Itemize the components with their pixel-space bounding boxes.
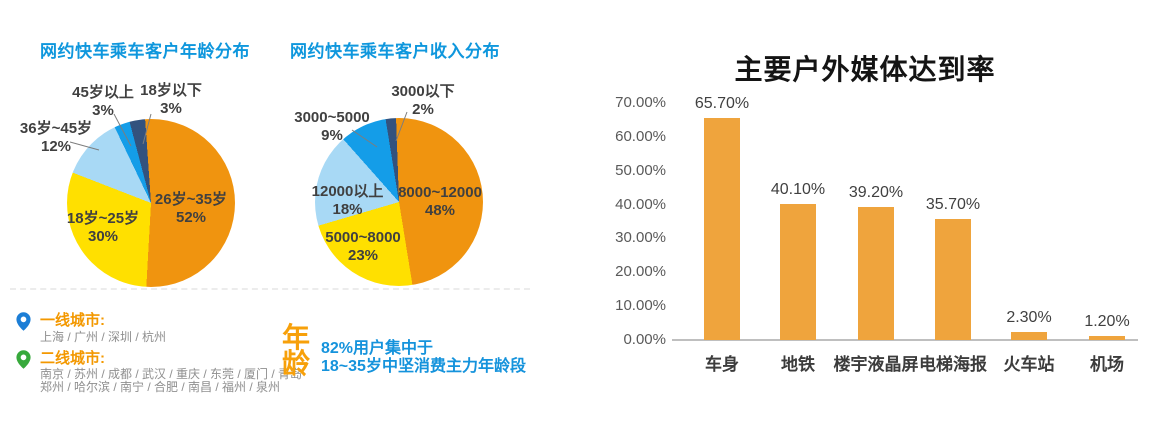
bar-value-label: 65.70% [694,94,750,112]
slice-pct-text: 48% [424,202,456,219]
bar-category-label: 地铁 [781,355,815,374]
bar-1 [704,117,740,340]
age-note-heading: 年龄 [281,322,310,379]
tier1-cities-list: 上海 / 广州 / 深圳 / 杭州 [40,330,167,344]
y-tick-label: 40.00% [615,195,666,213]
y-tick-label: 30.00% [615,229,666,247]
bar-value-label: 2.30% [1006,309,1052,327]
y-tick-label: 60.00% [615,127,666,145]
bar-category-label: 机场 [1090,355,1124,374]
pin-dot [20,354,27,361]
y-tick-label: 20.00% [615,263,666,281]
slice-pct-text: 2% [412,101,434,118]
pie-slice-label-under-18: 18岁以下 3% [126,82,216,118]
slice-pct-text: 18% [332,201,363,218]
age-note-line1: 82%用户集中于 [321,340,434,357]
slice-label-text: 5000~8000 [325,229,401,246]
bar-category-label: 火车站 [1003,355,1055,374]
pie-slice-label-18-25: 18岁~25岁 30% [47,210,159,246]
bar-category-label: 楼宇液晶屏 [833,355,919,374]
bar-value-label: 39.20% [848,184,904,202]
bar-2 [780,204,816,340]
slice-label-text: 3000~5000 [294,109,370,126]
y-tick-label: 0.00% [623,331,666,348]
y-tick-label: 10.00% [615,297,666,315]
slice-label-text: 26岁~35岁 [154,191,228,208]
pie-slice-label-8000-12000: 8000~12000 48% [387,184,493,220]
map-pin-icon-blue [16,312,31,331]
pie-slice-label-45-plus: 45岁以上 3% [58,84,148,120]
bar-category-label: 电梯海报 [919,355,987,374]
slice-label-text: 3000以下 [391,83,455,100]
income-pie-chart [315,118,483,286]
bar-6 [1089,335,1125,340]
bar-3 [858,207,894,340]
pie-slice-label-12000-plus: 12000以上 18% [300,183,395,219]
bar-value-label: 1.20% [1084,312,1130,330]
slice-pct-text: 30% [87,228,119,245]
slice-pct-text: 12% [40,138,72,155]
age-note-line2: 18~35岁中坚消费主力年龄段 [321,358,526,375]
bar-5 [1011,332,1047,340]
bar-value-label: 40.10% [770,181,826,199]
slice-pct-text: 3% [160,100,182,117]
tier2-cities-list-line2: 郑州 / 哈尔滨 / 南宁 / 合肥 / 南昌 / 福州 / 泉州 [40,380,281,394]
income-pie-title: 网约快车乘车客户收入分布 [290,42,500,61]
pie-slice-label-5000-8000: 5000~8000 23% [308,229,418,265]
tier2-cities-list-line1: 南京 / 苏州 / 成都 / 武汉 / 重庆 / 东莞 / 厦门 / 青岛 [40,367,303,381]
pie-slice-label-36-45: 36岁~45岁 12% [8,120,104,156]
pie-slice-label-under-3000: 3000以下 2% [379,83,467,119]
slice-label-text: 18岁以下 [140,82,202,99]
slice-pct-text: 9% [321,127,343,144]
pie-slice-label-3000-5000: 3000~5000 9% [288,109,376,145]
slice-label-text: 45岁以上 [72,84,134,101]
slice-label-text: 36岁~45岁 [19,120,93,137]
bar-value-label: 35.70% [925,196,981,214]
slice-pct-text: 23% [347,247,379,264]
slice-pct-text: 52% [175,209,207,226]
slice-label-text: 18岁~25岁 [66,210,140,227]
slice-pct-text: 3% [92,102,114,119]
y-tick-label: 50.00% [615,161,666,179]
pie-slice-label-26-35: 26岁~35岁 52% [135,191,247,227]
age-pie-title: 网约快车乘车客户年龄分布 [40,42,250,61]
y-tick-label: 70.00% [615,94,666,111]
bar-chart-title: 主要户外媒体达到率 [734,54,996,85]
pin-dot [20,316,27,323]
tier1-cities-label: 一线城市: [40,312,105,329]
dashed-divider [10,288,530,290]
x-axis-line [672,339,1138,341]
bar-4 [935,219,971,340]
bar-chart: 70.00% 60.00% 50.00% 40.00% 30.00% 20.00% 10.0… [495,90,1161,390]
slice-label-text: 8000~12000 [398,184,482,201]
map-pin-icon-green [16,350,31,369]
slice-label-text: 12000以上 [311,183,384,200]
tier2-cities-label: 二线城市: [40,350,105,367]
bar-category-label: 车身 [705,355,739,374]
